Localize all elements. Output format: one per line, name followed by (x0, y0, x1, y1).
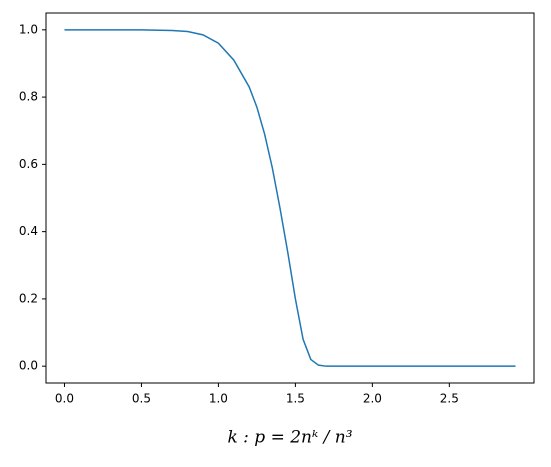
y-tick-label: 0.6 (19, 157, 38, 171)
x-tick-label: 1.5 (286, 392, 305, 406)
y-tick-label: 0.0 (19, 359, 38, 373)
x-tick-label: 2.5 (440, 392, 459, 406)
y-tick-label: 0.8 (19, 90, 38, 104)
y-tick-label: 0.4 (19, 224, 38, 238)
axes-frame (45, 12, 535, 384)
x-axis-label: k : p = 2nᵏ / n³ (227, 428, 352, 448)
x-tick-label: 0.5 (132, 392, 151, 406)
x-tick-label: 0.0 (55, 392, 74, 406)
y-tick-label: 0.2 (19, 291, 38, 305)
line-series (64, 29, 516, 367)
x-tick-label: 2.0 (363, 392, 382, 406)
y-tick-label: 1.0 (19, 22, 38, 36)
x-tick-label: 1.0 (209, 392, 228, 406)
